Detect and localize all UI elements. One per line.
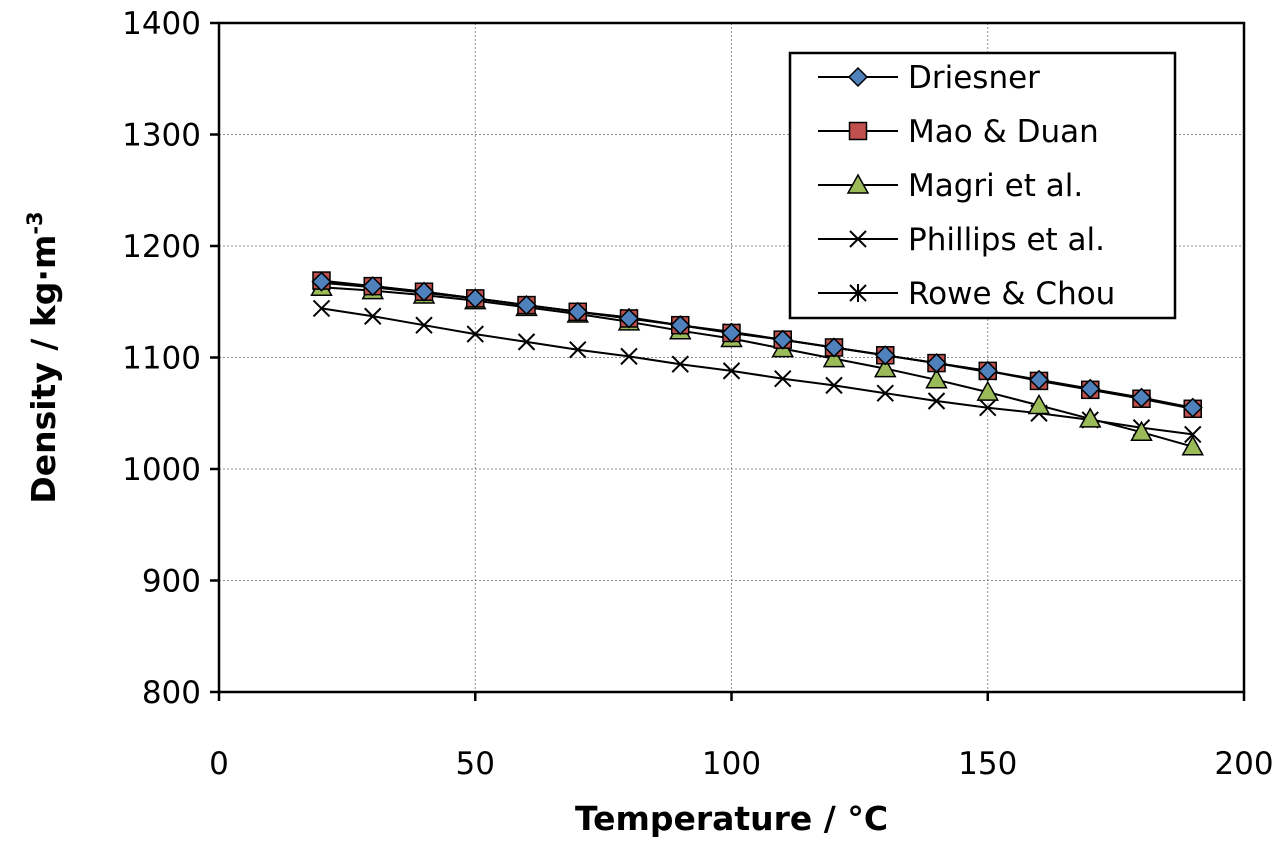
data-point [722, 362, 741, 380]
data-point [1184, 425, 1202, 444]
legend-entry: Magri et al. [818, 168, 1083, 204]
data-point [925, 368, 948, 389]
data-point [569, 340, 587, 359]
data-point [1078, 407, 1102, 428]
data-point [976, 380, 1000, 401]
data-point [825, 376, 843, 395]
y-tick-label: 1100 [122, 341, 201, 377]
x-tick-label: 200 [1214, 746, 1273, 782]
data-point [1181, 435, 1205, 456]
y-tick-label: 1200 [122, 229, 201, 265]
legend-label: Mao & Duan [908, 114, 1099, 150]
data-point [618, 308, 640, 329]
data-point [977, 360, 998, 381]
legend: Driesner Mao & Duan Magri et al. Phillips e… [788, 51, 1177, 320]
y-tick-label: 1300 [122, 118, 201, 154]
data-point [311, 271, 332, 292]
data-point [517, 333, 536, 351]
y-tick-label: 800 [142, 675, 201, 711]
data-point [516, 295, 537, 316]
legend-marker [848, 121, 868, 141]
data-point [926, 353, 947, 374]
data-point [466, 325, 484, 343]
data-point [927, 392, 946, 410]
y-axis-title: Density / kg·m-3 [23, 211, 63, 503]
legend-label: Phillips et al. [908, 222, 1105, 258]
data-point [721, 322, 742, 344]
x-tick-label: 150 [958, 746, 1017, 782]
data-point [670, 315, 691, 336]
legend-marker [849, 284, 867, 302]
data-point [876, 384, 894, 402]
legend-entry: Rowe & Chou [818, 276, 1115, 312]
y-tick-label: 900 [142, 564, 201, 600]
data-point [1131, 387, 1152, 408]
data-point [671, 355, 689, 373]
data-point [979, 398, 997, 417]
data-point [1182, 397, 1203, 418]
data-point [312, 299, 331, 318]
axis-ticks: 800 900 1000 1100 1200 1300 1400 0 50 100 150 200 [122, 6, 1273, 782]
data-point [413, 281, 435, 302]
series-line [321, 307, 1193, 436]
legend-marker [846, 173, 870, 194]
data-point [465, 288, 486, 309]
data-point [362, 276, 383, 297]
legend-label: Rowe & Chou [908, 276, 1115, 312]
data-point [1028, 369, 1050, 390]
x-axis-title: Temperature / °C [575, 799, 888, 838]
legend-label: Magri et al. [908, 168, 1083, 204]
x-tick-label: 100 [702, 746, 761, 782]
data-point [364, 307, 382, 325]
legend-entry: Mao & Duan [818, 114, 1099, 150]
series-phillips-et-al- [312, 299, 1202, 444]
legend-label: Driesner [908, 60, 1040, 96]
data-point [774, 369, 792, 388]
legend-marker [847, 66, 869, 88]
grid-lines [219, 23, 1244, 692]
y-axis-title-superscript: -3 [23, 211, 47, 234]
data-point [1130, 420, 1153, 441]
y-axis-title-main: Density / kg·m [24, 235, 63, 504]
data-point [567, 301, 588, 322]
data-point [1080, 378, 1101, 399]
y-tick-label: 1000 [122, 452, 201, 488]
data-point [772, 329, 793, 350]
x-tick-label: 50 [456, 746, 495, 782]
data-series [310, 271, 1205, 456]
legend-entry: Driesner [818, 60, 1040, 96]
x-tick-label: 0 [209, 746, 229, 782]
data-point [1027, 393, 1051, 415]
data-point [873, 357, 897, 378]
data-point [875, 345, 896, 366]
data-point [822, 347, 846, 368]
series-driesner [311, 271, 1203, 418]
data-point [620, 347, 638, 366]
legend-marker [849, 230, 867, 248]
data-point [823, 337, 845, 358]
data-point [415, 316, 433, 334]
legend-entry: Phillips et al. [818, 222, 1105, 258]
y-tick-label: 1400 [122, 6, 201, 42]
